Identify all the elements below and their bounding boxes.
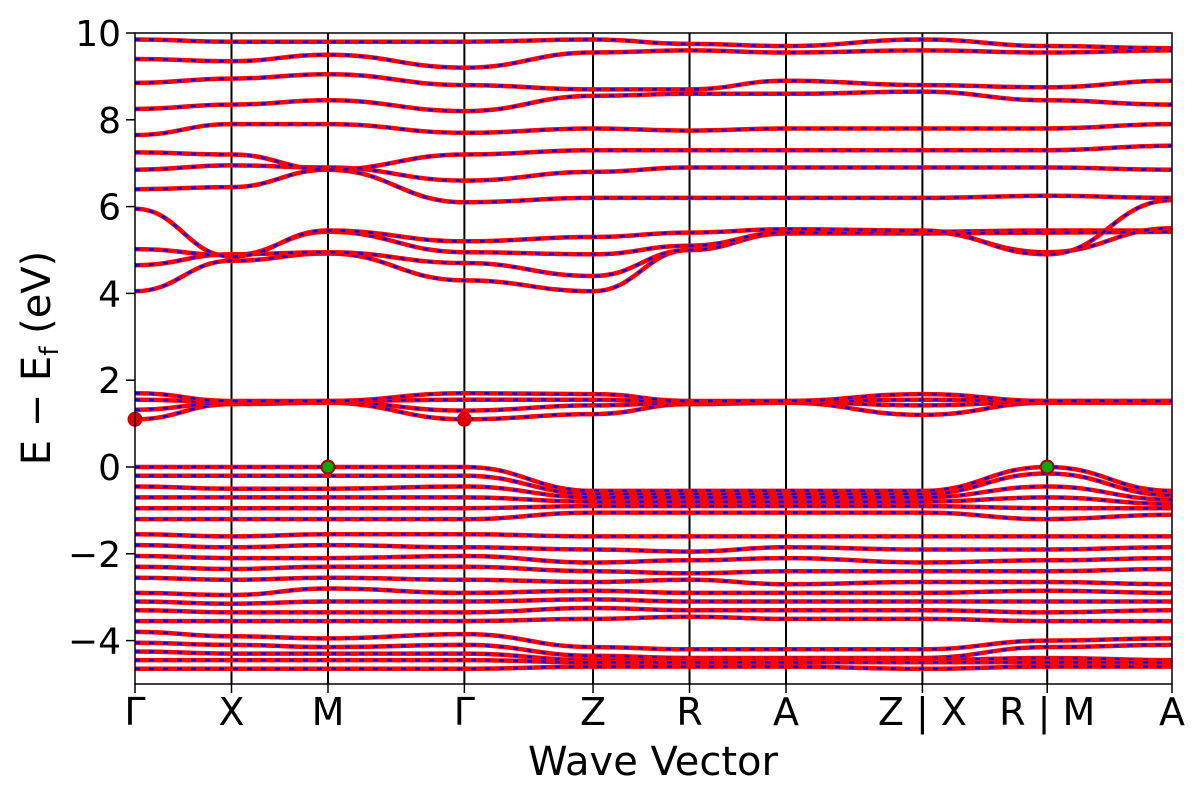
- band-line-dash-21: [135, 511, 1172, 521]
- band-line-dash-30: [135, 615, 1172, 623]
- band-line-dash-32: [135, 641, 1172, 660]
- band-line-dash-10: [135, 49, 1172, 69]
- cbm-marker: [456, 411, 472, 427]
- band-line-dash-16: [135, 465, 1172, 493]
- x-tick-label: Γ: [124, 690, 145, 734]
- band-line-dash-25: [135, 565, 1172, 575]
- vbm-marker: [320, 459, 336, 475]
- x-tick-label: X: [218, 690, 244, 734]
- x-tick-label: R: [676, 690, 702, 734]
- band-lines: [135, 37, 1172, 672]
- x-tick-label: R | M: [999, 690, 1095, 735]
- x-tick-label: A: [1159, 690, 1185, 734]
- vbm-marker: [1039, 459, 1055, 475]
- band-line-dash-18: [135, 485, 1172, 501]
- y-tick-label: −2: [68, 535, 121, 576]
- y-tick-label: 2: [98, 361, 121, 402]
- y-axis-label-main: E − E: [14, 356, 60, 466]
- high-symmetry-lines: [230, 33, 1049, 684]
- x-tick-label: Z | X: [878, 690, 967, 735]
- band-line-dash-31: [135, 630, 1172, 651]
- band-line-dash-26: [135, 576, 1172, 586]
- band-line-dash-6: [135, 144, 1172, 171]
- band-line-dash-4: [135, 168, 1172, 204]
- band-line-dash-28: [135, 598, 1172, 605]
- band-line-dash-27: [135, 587, 1172, 597]
- band-line-dash-22: [135, 533, 1172, 538]
- band-line-7: [135, 121, 1172, 138]
- x-axis-ticks: Γ X M Γ Z R A Z | X R | M A: [124, 684, 1185, 735]
- band-line-dash-9: [135, 72, 1172, 91]
- band-line-dash-24: [135, 554, 1172, 564]
- band-line-dash-11: [135, 38, 1172, 50]
- y-axis-label: E − Ef (eV): [14, 251, 65, 466]
- y-tick-label: 6: [98, 188, 121, 229]
- band-line-dash-33: [135, 650, 1172, 662]
- band-line-dash-19: [135, 496, 1172, 506]
- extrema-markers: [127, 411, 1055, 475]
- y-tick-label: 10: [75, 14, 121, 55]
- band-line-dash-35: [135, 665, 1172, 671]
- x-axis-label: Wave Vector: [528, 739, 779, 785]
- x-tick-label: Γ: [454, 690, 475, 734]
- y-tick-label: 4: [98, 274, 121, 315]
- y-tick-label: 8: [98, 101, 121, 142]
- band-line-dash-23: [135, 543, 1172, 553]
- y-tick-label: 0: [98, 448, 121, 489]
- y-axis-label-subscript: f: [35, 346, 65, 356]
- x-tick-label: Z: [580, 690, 606, 734]
- band-line-dash-29: [135, 606, 1172, 614]
- plot-frame: [134, 32, 1173, 685]
- band-line-dash-17: [135, 472, 1172, 497]
- y-tick-label: −4: [68, 622, 121, 663]
- x-tick-label: A: [773, 690, 799, 734]
- band-line-dash-15: [135, 391, 1172, 403]
- band-line-dash-20: [135, 504, 1172, 510]
- band-line-dash-3: [135, 198, 1172, 258]
- band-line-dash-1: [135, 230, 1172, 278]
- y-axis-label-unit: (eV): [14, 251, 60, 347]
- band-line-dash-34: [135, 658, 1172, 664]
- y-axis-ticks: −4 −2 0 2 4 6 8 10: [68, 14, 135, 663]
- band-line-dash-8: [135, 90, 1172, 113]
- x-tick-label: M: [312, 690, 345, 734]
